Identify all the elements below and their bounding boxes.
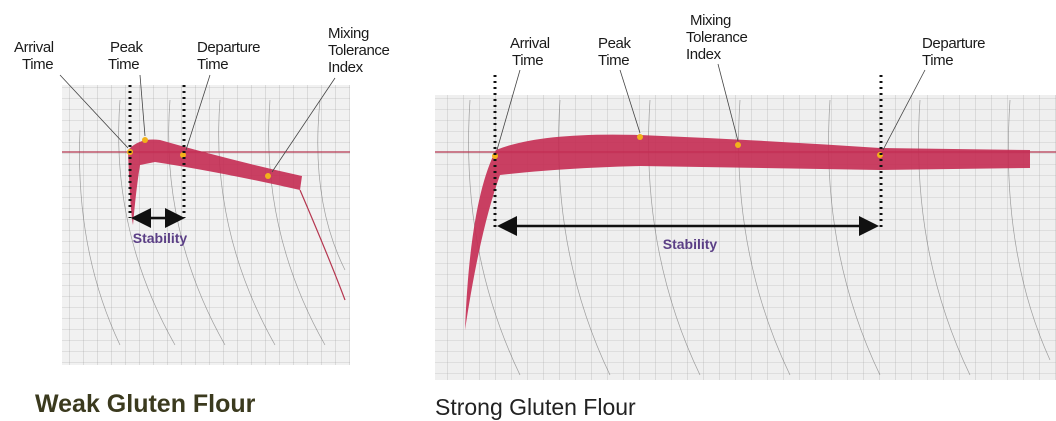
label-line: Arrival [510,35,550,52]
marker-dot [637,134,643,140]
strong-panel: Arrival Time Peak Time Mixing Tolerance … [435,12,1056,420]
page: Arrival Time Peak Time Departure Time Mi… [0,0,1056,421]
annotation: Mixing Tolerance Index [328,25,393,76]
label-line: Arrival [14,39,54,56]
label-line: Time [22,56,53,73]
stability-label: Stability [663,236,718,252]
stability-label: Stability [133,230,188,246]
weak-panel: Arrival Time Peak Time Departure Time Mi… [14,25,393,418]
annotation: Peak Time [598,35,634,69]
annotation: Arrival Time [14,39,57,73]
annotation: Arrival Time [510,35,553,69]
caption: Strong Gluten Flour [435,394,636,420]
annotation: Departure Time [922,35,989,69]
label-line: Tolerance [686,29,747,46]
label-line: Time [512,52,543,69]
annotation: Mixing Tolerance Index [686,12,751,63]
grid [435,95,1056,380]
marker-dot [142,137,148,143]
label-line: Departure [197,39,260,56]
annotation: Departure Time [197,39,264,73]
label-line: Time [922,52,953,69]
marker-dot [735,142,741,148]
label-line: Mixing [690,12,731,29]
grid [62,85,350,365]
label-line: Time [598,52,629,69]
label-line: Mixing [328,25,369,42]
label-line: Time [108,56,139,73]
label-line: Departure [922,35,985,52]
label-line: Peak [598,35,631,52]
caption: Weak Gluten Flour [35,390,256,418]
label-line: Peak [110,39,143,56]
annotation: Peak Time [108,39,146,73]
label-line: Time [197,56,228,73]
marker-dot [265,173,271,179]
label-line: Index [686,46,722,63]
label-line: Index [328,59,364,76]
label-line: Tolerance [328,42,389,59]
